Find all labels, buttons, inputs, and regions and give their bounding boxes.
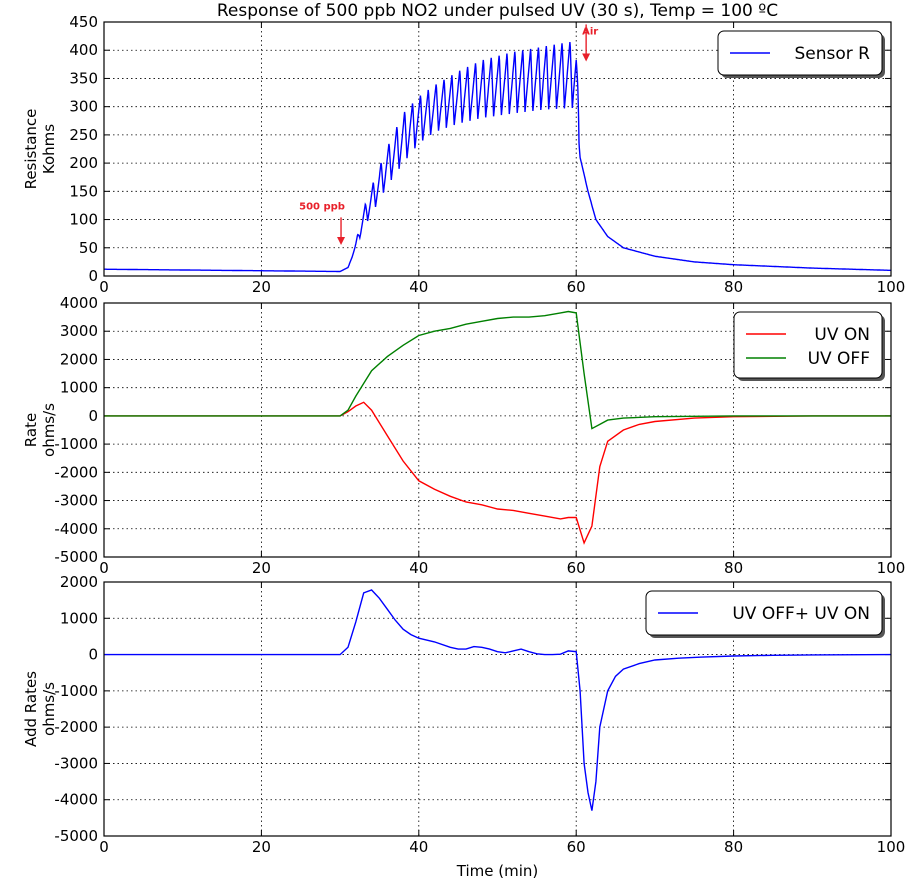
x-tick-label: 100 [877, 838, 906, 856]
y-tick-label: 200 [69, 154, 98, 172]
y-tick-label: -4000 [54, 520, 98, 538]
y-tick-label: -3000 [54, 492, 98, 510]
y-axis-label-line: ohms/s [40, 403, 58, 457]
annotation-arrowhead [337, 236, 346, 245]
y-tick-label: 0 [88, 407, 98, 425]
y-axis-label: Add Ratesohms/s [22, 671, 58, 747]
y-axis-label: Rateohms/s [22, 403, 58, 457]
x-tick-label: 20 [252, 838, 271, 856]
y-tick-label: 300 [69, 98, 98, 116]
y-tick-label: 250 [69, 126, 98, 144]
y-tick-label: 3000 [60, 322, 98, 340]
y-axis-label-line: ohms/s [40, 682, 58, 736]
annotation-arrowhead [582, 53, 591, 62]
y-tick-label: -2000 [54, 463, 98, 481]
chart-panel-2: 0 20 40 60 80 100 -5000 -4000 -3000 -2000 -1000 0 10… [22, 294, 905, 577]
x-tick-label: 80 [724, 838, 743, 856]
y-axis-label-line: Resistance [22, 109, 40, 190]
x-tick-label: 80 [724, 559, 743, 577]
y-tick-label: 1000 [60, 379, 98, 397]
x-tick-label: 0 [99, 838, 109, 856]
x-tick-label: 40 [409, 559, 428, 577]
axes-frame [103, 21, 892, 277]
legend-box [645, 590, 883, 636]
y-tick-label: 2000 [60, 350, 98, 368]
series-line-uv-off [104, 310, 891, 430]
x-tick-label: 100 [877, 278, 906, 296]
y-tick-label: -5000 [54, 548, 98, 566]
y-tick-label: 0 [88, 646, 98, 664]
legend-box [717, 30, 883, 76]
y-axis-label: ResistanceKohms [22, 109, 58, 190]
x-tick-label: 20 [252, 559, 271, 577]
legend-label: UV OFF+ UV ON [732, 604, 870, 624]
y-tick-label: 2000 [60, 573, 98, 591]
legend-label: UV OFF [808, 349, 870, 369]
x-tick-label: 20 [252, 278, 271, 296]
y-tick-label: 4000 [60, 294, 98, 312]
legend: UV ON UV OFF [733, 311, 885, 381]
x-tick-label: 40 [409, 278, 428, 296]
x-axis-label: Time (min) [456, 862, 538, 880]
x-tick-label: 80 [724, 278, 743, 296]
y-tick-label: 350 [69, 69, 98, 87]
y-axis-label-line: Kohms [40, 124, 58, 174]
x-tick-label: 100 [877, 559, 906, 577]
axes-frame [103, 302, 892, 558]
x-tick-label: 40 [409, 838, 428, 856]
annotation-label: 500 ppb [299, 201, 345, 212]
x-tick-label: 60 [567, 838, 586, 856]
series-line-sensor-r [104, 41, 891, 273]
chart-panel-1: 0 20 40 60 80 100 0 50 100 150 200 250 300 350 400 450 5… [22, 1, 905, 296]
y-tick-label: -4000 [54, 791, 98, 809]
x-tick-label: 60 [567, 559, 586, 577]
chart-panel-3: 0 20 40 60 80 100 -5000 -4000 -3000 -2000 -1000 0 10… [22, 573, 905, 880]
y-tick-label: 400 [69, 41, 98, 59]
y-tick-label: 100 [69, 211, 98, 229]
y-tick-label: -1000 [54, 435, 98, 453]
y-tick-label: 0 [88, 267, 98, 285]
chart-title: Response of 500 ppb NO2 under pulsed UV … [217, 1, 778, 21]
y-tick-label: 50 [79, 239, 98, 257]
annotation-label: Air [582, 26, 598, 37]
legend: UV OFF+ UV ON [645, 590, 885, 638]
y-tick-label: -1000 [54, 682, 98, 700]
series-line-uv-on [104, 401, 891, 545]
y-tick-label: -5000 [54, 827, 98, 845]
x-tick-label: 0 [99, 278, 109, 296]
y-tick-label: 450 [69, 13, 98, 31]
y-tick-label: -3000 [54, 754, 98, 772]
legend-label: UV ON [814, 325, 870, 345]
legend: Sensor R [717, 30, 885, 78]
axes-frame [103, 581, 892, 837]
x-tick-label: 0 [99, 559, 109, 577]
x-tick-label: 60 [567, 278, 586, 296]
y-tick-label: 150 [69, 182, 98, 200]
y-tick-label: -2000 [54, 718, 98, 736]
y-tick-label: 1000 [60, 609, 98, 627]
legend-box [733, 311, 883, 379]
series-line-uv-off-uv-on [104, 589, 891, 811]
y-axis-label-line: Add Rates [22, 671, 40, 747]
y-axis-label-line: Rate [22, 413, 40, 447]
legend-label: Sensor R [795, 44, 871, 64]
